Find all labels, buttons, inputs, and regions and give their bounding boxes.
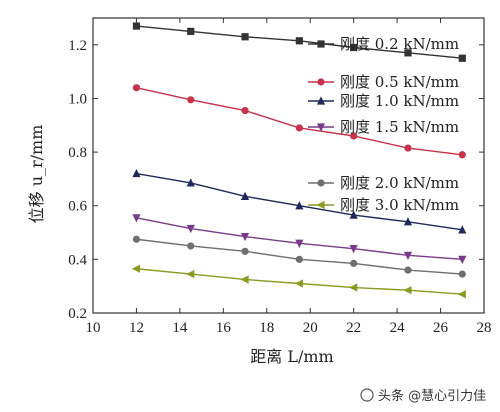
data-point-5-0 bbox=[131, 264, 141, 273]
legend-item-4: 刚度 2.0 kN/mm bbox=[308, 174, 459, 192]
y-axis-label: 位移 u_r/mm bbox=[27, 125, 46, 224]
data-point-3-5 bbox=[403, 251, 413, 260]
series-1 bbox=[132, 84, 466, 159]
data-point-4-5 bbox=[404, 266, 412, 274]
data-point-5-5 bbox=[403, 286, 412, 295]
y-tick-label-2: 0.6 bbox=[68, 199, 87, 215]
data-point-0-4 bbox=[350, 43, 358, 52]
legend-item-3: 刚度 1.5 kN/mm bbox=[308, 118, 459, 136]
legend-label-0: 刚度 0.2 kN/mm bbox=[340, 35, 459, 53]
x-axis-label: 距离 L/mm bbox=[250, 347, 333, 366]
x-tick-label-9: 28 bbox=[477, 320, 492, 336]
legend-label-2: 刚度 1.0 kN/mm bbox=[340, 92, 459, 110]
x-tick-label-1: 12 bbox=[129, 320, 144, 336]
x-tick-label-8: 26 bbox=[433, 320, 449, 336]
data-point-1-5 bbox=[404, 144, 412, 152]
x-tick-label-6: 22 bbox=[346, 320, 361, 336]
data-point-0-0 bbox=[132, 22, 141, 30]
legend-item-5: 刚度 3.0 kN/mm bbox=[308, 196, 459, 214]
data-point-3-1 bbox=[186, 224, 195, 234]
data-point-5-4 bbox=[349, 283, 358, 292]
legend-marker-3 bbox=[316, 123, 326, 132]
legend-item-1: 刚度 0.5 kN/mm bbox=[308, 73, 459, 91]
series-3 bbox=[132, 214, 467, 264]
data-point-1-6 bbox=[458, 151, 466, 159]
data-point-2-5 bbox=[403, 217, 413, 226]
legend-marker-1 bbox=[317, 78, 325, 86]
series-5 bbox=[131, 264, 466, 299]
data-point-4-3 bbox=[295, 255, 303, 263]
series-0 bbox=[132, 22, 466, 62]
watermark-text: 头条 @慧心引力佳 bbox=[378, 388, 486, 404]
data-point-4-1 bbox=[187, 242, 195, 250]
y-tick-label-0: 0.2 bbox=[68, 306, 87, 322]
x-tick-label-4: 18 bbox=[259, 320, 274, 336]
data-point-1-3 bbox=[295, 124, 303, 132]
data-point-2-1 bbox=[186, 178, 195, 187]
data-point-3-3 bbox=[295, 239, 304, 248]
data-point-0-3 bbox=[295, 37, 303, 45]
data-point-1-2 bbox=[241, 106, 249, 115]
x-tick-label-0: 10 bbox=[86, 320, 101, 336]
data-point-4-2 bbox=[241, 247, 249, 255]
data-point-5-1 bbox=[186, 270, 195, 279]
legend-marker-0 bbox=[317, 40, 325, 48]
series-2 bbox=[132, 168, 467, 234]
data-point-3-2 bbox=[240, 232, 250, 242]
legend-label-4: 刚度 2.0 kN/mm bbox=[340, 174, 459, 192]
data-point-2-3 bbox=[295, 201, 304, 210]
legend-label-1: 刚度 0.5 kN/mm bbox=[340, 73, 459, 91]
legend-item-0: 刚度 0.2 kN/mm bbox=[308, 35, 459, 53]
x-tick-label-2: 14 bbox=[172, 320, 188, 336]
data-point-1-4 bbox=[350, 132, 358, 140]
watermark-logo-icon bbox=[360, 388, 374, 402]
data-point-4-0 bbox=[132, 235, 141, 243]
data-point-2-2 bbox=[240, 191, 250, 200]
x-tick-label-3: 16 bbox=[216, 320, 232, 336]
data-point-1-1 bbox=[187, 96, 195, 104]
series-line-3 bbox=[136, 217, 463, 261]
data-point-0-5 bbox=[404, 49, 412, 57]
x-tick-label-7: 24 bbox=[390, 320, 406, 336]
data-point-2-4 bbox=[349, 210, 358, 219]
series-layer bbox=[131, 22, 467, 299]
y-tick-label-5: 1.2 bbox=[68, 38, 87, 54]
legend-marker-5 bbox=[316, 200, 325, 210]
data-point-3-0 bbox=[132, 214, 141, 223]
watermark: 头条 @慧心引力佳 bbox=[360, 388, 486, 404]
data-point-3-4 bbox=[349, 245, 358, 254]
data-point-0-6 bbox=[458, 54, 466, 62]
series-4 bbox=[132, 235, 466, 278]
data-point-4-6 bbox=[458, 270, 466, 278]
data-point-5-3 bbox=[294, 279, 303, 288]
axes: 10 12 14 16 18 20 22 24 26 28 0.2 0.4 0.6 0.8 1.0 1.2 bbox=[68, 17, 492, 336]
legend-label-5: 刚度 3.0 kN/mm bbox=[340, 196, 459, 214]
y-tick-label-4: 1.0 bbox=[68, 91, 87, 107]
legend-label-3: 刚度 1.5 kN/mm bbox=[340, 118, 459, 136]
data-point-5-2 bbox=[240, 275, 249, 284]
data-point-3-6 bbox=[458, 255, 467, 264]
data-point-2-6 bbox=[458, 225, 467, 234]
y-tick-label-1: 0.4 bbox=[68, 252, 87, 268]
data-point-0-2 bbox=[241, 33, 249, 41]
legend-marker-2 bbox=[316, 96, 326, 105]
plot-frame bbox=[92, 17, 485, 314]
data-point-2-0 bbox=[132, 168, 141, 178]
y-tick-label-3: 0.8 bbox=[68, 145, 87, 161]
data-point-4-4 bbox=[350, 259, 358, 267]
x-tick-label-5: 20 bbox=[303, 320, 318, 336]
legend-marker-4 bbox=[317, 179, 325, 187]
legend-item-2: 刚度 1.0 kN/mm bbox=[308, 92, 459, 110]
data-point-0-1 bbox=[187, 27, 195, 36]
data-point-5-6 bbox=[457, 290, 466, 299]
data-point-1-0 bbox=[132, 84, 141, 92]
